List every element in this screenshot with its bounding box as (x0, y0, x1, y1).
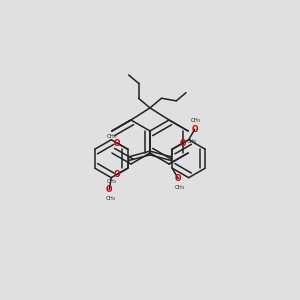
Text: O: O (114, 170, 121, 179)
Text: O: O (175, 174, 181, 183)
Text: CH₃: CH₃ (191, 118, 201, 123)
Text: CH₃: CH₃ (175, 185, 185, 190)
Text: O: O (106, 185, 112, 194)
Text: CH₃: CH₃ (106, 178, 117, 184)
Text: CH₃: CH₃ (186, 139, 197, 144)
Text: O: O (114, 139, 121, 148)
Text: CH₃: CH₃ (106, 196, 116, 201)
Text: O: O (179, 139, 186, 148)
Text: O: O (191, 125, 198, 134)
Text: CH₃: CH₃ (106, 134, 117, 139)
